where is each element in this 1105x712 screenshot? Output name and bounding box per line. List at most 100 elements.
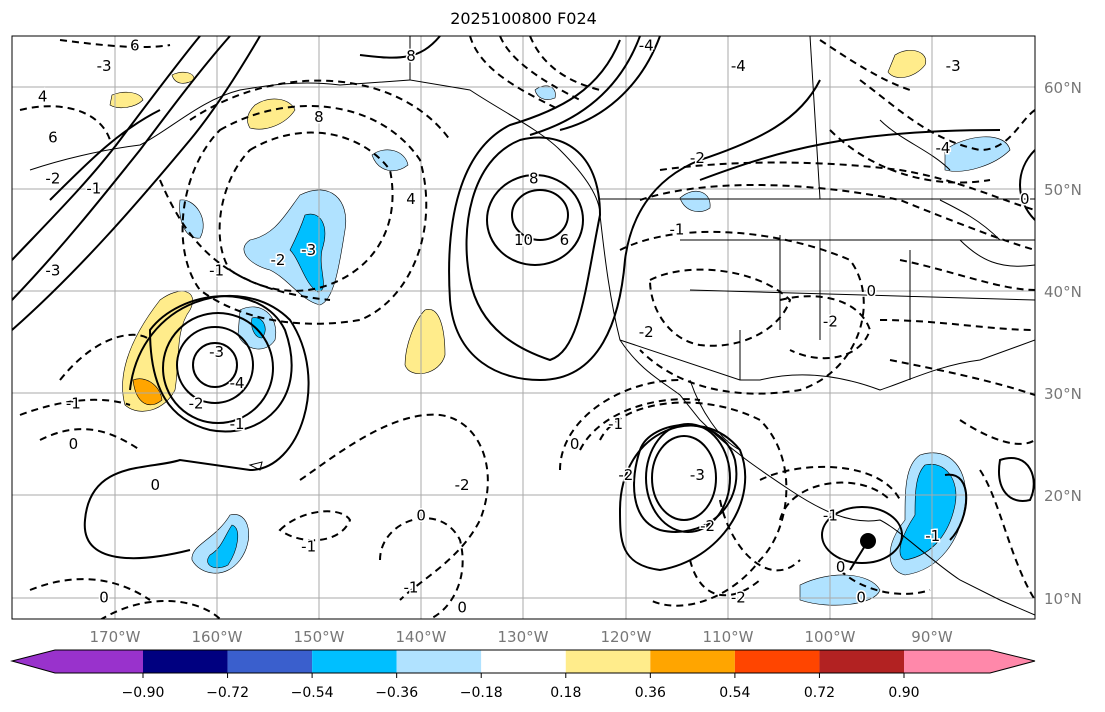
contour-label: -2 bbox=[639, 323, 654, 341]
contour-label: -2 bbox=[731, 589, 746, 607]
colorbar-tick-label: 0.54 bbox=[719, 685, 750, 701]
blue-shade-area bbox=[799, 574, 881, 606]
blue-shade-area bbox=[534, 85, 556, 100]
lon-tick: 100°W bbox=[805, 628, 856, 646]
contour-label: -2 bbox=[618, 466, 633, 484]
contour-label: 8 bbox=[314, 108, 324, 126]
contour-label: -2 bbox=[189, 394, 204, 412]
lon-tick: 150°W bbox=[294, 628, 345, 646]
contour-label: -3 bbox=[690, 466, 705, 484]
lon-tick: 110°W bbox=[703, 628, 754, 646]
contour-label: -2 bbox=[455, 476, 470, 494]
lon-tick: 170°W bbox=[90, 628, 141, 646]
contour-label: -3 bbox=[301, 241, 316, 259]
colorbar-swatch bbox=[312, 650, 397, 673]
colorbar-outline bbox=[10, 649, 1036, 674]
contour-label: -4 bbox=[935, 139, 950, 157]
contour-label: 0 bbox=[416, 507, 426, 525]
colorbar-tick-label: −0.18 bbox=[460, 685, 503, 701]
cyan-shade-area bbox=[251, 317, 266, 339]
contour-label: -1 bbox=[230, 415, 245, 433]
contour-label: -2 bbox=[270, 251, 285, 269]
colorbar-swatch bbox=[734, 650, 820, 673]
contour-label: 4 bbox=[406, 190, 416, 208]
colorbar-swatch bbox=[565, 650, 651, 673]
latitude-ticks: 60°N 50°N 40°N 30°N 20°N 10°N bbox=[1044, 79, 1082, 608]
yellow-shade-area bbox=[171, 71, 195, 84]
colorbar-tick-label: 0.36 bbox=[635, 685, 666, 701]
lat-tick: 40°N bbox=[1044, 283, 1082, 301]
contour-label: -3 bbox=[209, 343, 224, 361]
colorbar-tick-label: −0.54 bbox=[291, 685, 334, 701]
contour-label: -2 bbox=[823, 313, 838, 331]
blue-shade-area bbox=[371, 149, 409, 172]
contour-label: 0 bbox=[150, 476, 160, 494]
yellow-shade-area bbox=[247, 98, 296, 130]
contour-label: -3 bbox=[946, 57, 961, 75]
contour-label: 4 bbox=[38, 88, 48, 106]
contour-label: -2 bbox=[45, 169, 60, 187]
contour-label: -1 bbox=[823, 507, 838, 525]
colorbar-swatch bbox=[819, 650, 904, 673]
colorbar-tick-label: −0.90 bbox=[122, 685, 165, 701]
lat-tick: 50°N bbox=[1044, 181, 1082, 199]
contour-label: -3 bbox=[45, 261, 60, 279]
colorbar-extend-high bbox=[904, 650, 1035, 673]
contour-label: 0 bbox=[836, 558, 846, 576]
shading bbox=[109, 50, 1011, 606]
colorbar-tick-label: 0.90 bbox=[888, 685, 919, 701]
lat-tick: 60°N bbox=[1044, 79, 1082, 97]
contour-label: -2 bbox=[700, 517, 715, 535]
colorbar-swatch bbox=[650, 650, 735, 673]
colorbar-tick-label: −0.72 bbox=[206, 685, 249, 701]
colorbar-extend-low bbox=[12, 650, 143, 673]
cyan-shade-area bbox=[207, 524, 239, 569]
cyan-shade-area bbox=[289, 213, 326, 293]
contour-label: -1 bbox=[209, 261, 224, 279]
contour-label: -4 bbox=[639, 37, 654, 55]
dashed-contours bbox=[19, 36, 1035, 619]
contour-label: -1 bbox=[66, 394, 81, 412]
solid-contours bbox=[12, 36, 1035, 572]
cyan-shade-area bbox=[899, 463, 957, 561]
contour-label: -4 bbox=[230, 374, 245, 392]
contour-label: -4 bbox=[731, 57, 746, 75]
map-frame bbox=[11, 35, 1036, 620]
contour-label: 0 bbox=[570, 435, 580, 453]
lon-tick: 90°W bbox=[911, 628, 953, 646]
colorbar: −0.90 −0.72 −0.54 −0.36 −0.18 0.18 0.36 0.54 0.7… bbox=[10, 649, 1036, 701]
contour-label: -1 bbox=[925, 527, 940, 545]
contour-label: 6 bbox=[560, 231, 570, 249]
contour-label: 8 bbox=[406, 47, 416, 65]
plot-title: 2025100800 F024 bbox=[450, 9, 597, 28]
lat-tick: 10°N bbox=[1044, 590, 1082, 608]
colorbar-swatch bbox=[227, 650, 313, 673]
colorbar-tick-label: 0.72 bbox=[804, 685, 835, 701]
coastlines bbox=[29, 36, 1035, 616]
lat-tick: 20°N bbox=[1044, 487, 1082, 505]
colorbar-tick-label: −0.36 bbox=[375, 685, 418, 701]
contour-label: -1 bbox=[669, 221, 684, 239]
contour-label: -1 bbox=[403, 578, 418, 596]
contour-label: 0 bbox=[856, 589, 866, 607]
contour-label: -2 bbox=[690, 149, 705, 167]
contour-label: 8 bbox=[529, 169, 539, 187]
colorbar-swatch bbox=[143, 650, 228, 673]
contour-label: -1 bbox=[86, 180, 101, 198]
contour-label: -1 bbox=[608, 415, 623, 433]
contour-label: 6 bbox=[130, 37, 140, 55]
contour-label: -3 bbox=[97, 57, 112, 75]
contour-label: 0 bbox=[867, 282, 877, 300]
longitude-ticks: 170°W 160°W 150°W 140°W 130°W 120°W 110°… bbox=[90, 628, 953, 646]
orange-shade-area bbox=[132, 378, 163, 405]
contour-label: 0 bbox=[69, 435, 79, 453]
lon-tick: 130°W bbox=[498, 628, 549, 646]
contour-label: -1 bbox=[301, 537, 316, 555]
contour-label: 0 bbox=[99, 589, 109, 607]
colorbar-tick-label: 0.18 bbox=[550, 685, 581, 701]
colorbar-swatch bbox=[481, 650, 566, 673]
contour-label: 10 bbox=[514, 231, 533, 249]
gridlines bbox=[12, 36, 1035, 619]
